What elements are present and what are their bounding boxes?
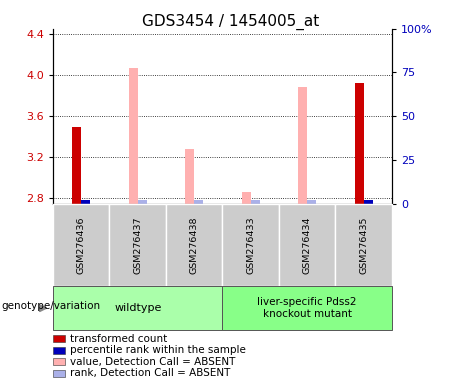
Bar [307,200,316,204]
Bar [298,88,307,204]
Text: GSM276433: GSM276433 [246,216,255,274]
Bar [364,200,372,204]
Bar [72,127,81,204]
Bar [242,192,251,204]
Text: GSM276434: GSM276434 [302,216,312,273]
Bar [81,200,90,204]
Text: value, Detection Call = ABSENT: value, Detection Call = ABSENT [70,357,236,367]
Text: wildtype: wildtype [114,303,161,313]
Text: liver-specific Pdss2
knockout mutant: liver-specific Pdss2 knockout mutant [257,297,357,319]
Text: genotype/variation: genotype/variation [1,301,100,311]
Text: GSM276438: GSM276438 [189,216,199,273]
Bar [355,83,364,204]
Bar [185,149,194,204]
Bar [194,200,203,204]
Text: GSM276436: GSM276436 [77,216,86,273]
Bar [138,200,147,204]
Bar [129,68,138,204]
Text: transformed count: transformed count [70,334,167,344]
Text: GSM276437: GSM276437 [133,216,142,273]
Text: rank, Detection Call = ABSENT: rank, Detection Call = ABSENT [70,368,230,378]
Text: percentile rank within the sample: percentile rank within the sample [70,345,246,355]
Bar [251,200,260,204]
Text: GSM276435: GSM276435 [359,216,368,273]
Text: GDS3454 / 1454005_at: GDS3454 / 1454005_at [142,13,319,30]
